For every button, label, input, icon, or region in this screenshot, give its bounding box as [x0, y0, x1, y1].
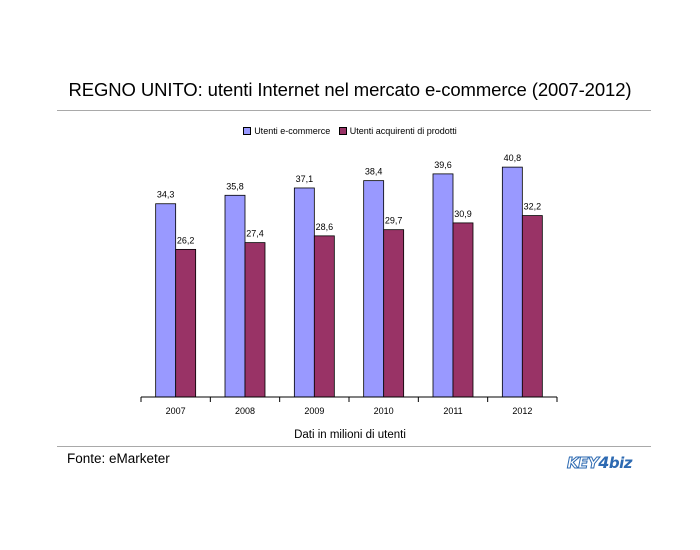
legend-label-series-2: Utenti acquirenti di prodotti	[349, 126, 457, 136]
bar-series-1-2010	[363, 180, 385, 398]
legend-swatch-series-2	[338, 127, 347, 135]
x-tick-label-2009: 2009	[304, 406, 324, 416]
legend-label-series-1: Utenti e-commerce	[254, 126, 331, 136]
x-tick-label-2007: 2007	[166, 406, 186, 416]
bar-series-1-2012	[501, 166, 523, 398]
units-note: Dati in milioni di utenti	[294, 429, 406, 441]
data-label-series-1-2010: 38,4	[365, 167, 383, 177]
x-tick-label-2012: 2012	[512, 406, 532, 416]
x-tick-label-2011: 2011	[443, 406, 462, 416]
data-label-series-1-2008: 35,8	[226, 181, 244, 191]
data-label-series-2-2008: 27,4	[246, 229, 264, 239]
bar-series-2-2007	[175, 248, 197, 398]
data-label-series-2-2012: 32,2	[524, 202, 542, 212]
chart-title: REGNO UNITO: utenti Internet nel mercato…	[68, 79, 632, 100]
title-divider	[57, 110, 651, 111]
bar-series-2-2012	[521, 215, 543, 398]
bar-series-2-2010	[383, 229, 405, 398]
data-label-series-2-2009: 28,6	[316, 222, 334, 232]
data-label-series-2-2007: 26,2	[177, 235, 195, 245]
legend-item-series-2: Utenti acquirenti di prodotti	[338, 126, 457, 136]
x-tick-label-2008: 2008	[235, 406, 255, 416]
data-label-series-1-2012: 40,8	[504, 153, 522, 163]
data-label-series-1-2011: 39,6	[434, 160, 452, 170]
bar-series-1-2007	[155, 203, 177, 398]
bar-series-1-2011	[432, 173, 454, 398]
bar-series-1-2009	[293, 187, 315, 398]
bar-series-2-2011	[452, 222, 474, 398]
legend-swatch-series-1	[243, 127, 252, 135]
data-label-series-2-2010: 29,7	[385, 216, 403, 226]
key4biz-logo: KEY4biz	[566, 453, 632, 473]
bar-series-2-2008	[244, 242, 266, 398]
data-label-series-1-2009: 37,1	[296, 174, 314, 184]
chart-legend: Utenti e-commerce Utenti acquirenti di p…	[0, 126, 700, 136]
bar-series-1-2008	[224, 194, 246, 398]
data-label-series-2-2011: 30,9	[454, 209, 472, 219]
bar-series-2-2009	[313, 235, 335, 398]
data-label-series-1-2007: 34,3	[157, 190, 175, 200]
source-note: Fonte: eMarketer	[67, 451, 170, 466]
legend-item-series-1: Utenti e-commerce	[243, 126, 330, 136]
footer-divider	[57, 446, 651, 447]
x-tick-label-2010: 2010	[374, 406, 394, 416]
